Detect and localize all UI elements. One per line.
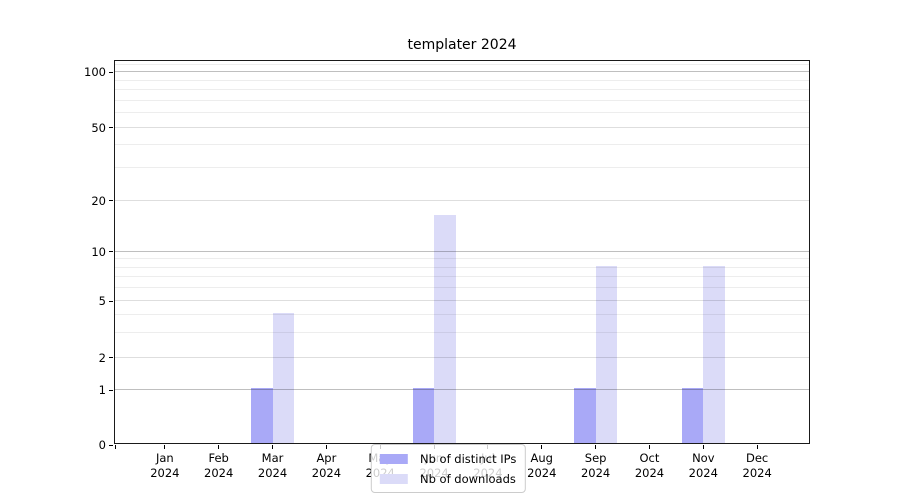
y-decade-gridline [115, 250, 809, 252]
legend: Nb of distinct IPs Nb of downloads [370, 444, 526, 493]
x-tick [164, 445, 166, 449]
legend-entry: Nb of downloads [379, 470, 516, 487]
legend-label: Nb of distinct IPs [419, 451, 517, 466]
x-tick-label: Jan 2024 [150, 451, 179, 481]
y-tick [109, 357, 113, 359]
x-tick-label: Aug 2024 [527, 451, 556, 481]
y-minor-gridline [115, 112, 809, 114]
y-minor-gridline [115, 258, 809, 260]
x-tick-label: Mar 2024 [258, 451, 287, 481]
y-minor-gridline [115, 89, 809, 91]
y-tick [109, 444, 113, 446]
x-tick [702, 445, 704, 449]
x-tick-label: Dec 2024 [743, 451, 772, 481]
x-tick-month: Mar [261, 451, 284, 465]
x-tick-year: 2024 [527, 466, 557, 480]
bar-distinct-ips [574, 388, 596, 443]
x-tick-month: Feb [208, 451, 229, 465]
x-tick-label: Sep 2024 [581, 451, 610, 481]
bar-downloads [703, 265, 725, 443]
x-tick [648, 445, 650, 449]
x-tick-year: 2024 [580, 466, 611, 480]
x-tick-month: Nov [692, 451, 715, 465]
y-tick [109, 389, 113, 391]
y-tick-label: 5 [98, 294, 106, 308]
y-minor-gridline [115, 63, 809, 65]
x-tick-year: 2024 [204, 466, 234, 480]
legend-label: Nb of downloads [419, 471, 516, 486]
chart-title: templater 2024 [407, 37, 517, 53]
bar-downloads [434, 215, 456, 443]
legend-swatch-icon [379, 473, 408, 484]
y-tick-label: 2 [98, 350, 106, 365]
legend-entry: Nb of distinct IPs [379, 450, 517, 467]
x-tick [325, 445, 327, 449]
y-tick-label: 100 [84, 65, 106, 80]
x-tick-year: 2024 [311, 466, 342, 480]
x-tick-label: Apr 2024 [312, 451, 341, 481]
bar-distinct-ips [681, 388, 704, 443]
y-tick-label: 1 [98, 383, 106, 397]
bar-distinct-ips [412, 388, 435, 443]
x-tick-year: 2024 [150, 466, 180, 480]
x-tick [218, 445, 220, 449]
x-tick-year: 2024 [742, 466, 772, 480]
legend-swatch-icon [379, 453, 408, 464]
y-tick [109, 300, 113, 302]
x-tick-year: 2024 [688, 466, 718, 480]
x-tick [541, 445, 543, 449]
x-tick-month: Dec [746, 451, 769, 465]
y-minor-gridline [115, 144, 809, 146]
y-gridline [115, 126, 809, 128]
y-minor-gridline [115, 99, 809, 101]
x-tick [595, 445, 597, 449]
plot-area: 0 1 2 5 10 20 50 100 Jan 2024 Feb 2024 Mar 2024 Apr 202… [84, 60, 810, 480]
y-minor-gridline [115, 79, 809, 81]
x-tick-month: Oct [639, 451, 660, 465]
y-tick [109, 127, 113, 129]
x-tick-month: Jan [155, 451, 174, 465]
x-tick-month: Aug [530, 451, 553, 465]
y-tick-label: 0 [98, 438, 106, 452]
y-tick [109, 200, 113, 202]
y-tick-label: 10 [91, 244, 106, 259]
y-minor-gridline [115, 167, 809, 169]
y-tick [109, 71, 113, 73]
x-tick-month: Sep [584, 451, 607, 465]
bar-downloads [595, 265, 618, 443]
y-decade-gridline [115, 71, 809, 73]
x-tick-label: Feb 2024 [204, 451, 233, 481]
x-tick [115, 445, 116, 449]
x-tick-label: Nov 2024 [689, 451, 718, 481]
y-gridline [115, 199, 809, 201]
bar-distinct-ips [251, 388, 273, 443]
y-tick-label: 50 [91, 120, 106, 135]
x-tick-year: 2024 [257, 466, 288, 480]
y-tick [109, 251, 113, 253]
x-tick [272, 445, 274, 449]
x-tick [756, 445, 758, 449]
x-tick-month: Apr [316, 451, 337, 465]
x-tick-year: 2024 [634, 466, 665, 480]
bar-downloads [272, 312, 294, 443]
x-tick-label: Oct 2024 [635, 451, 664, 481]
y-tick-label: 20 [91, 193, 106, 208]
